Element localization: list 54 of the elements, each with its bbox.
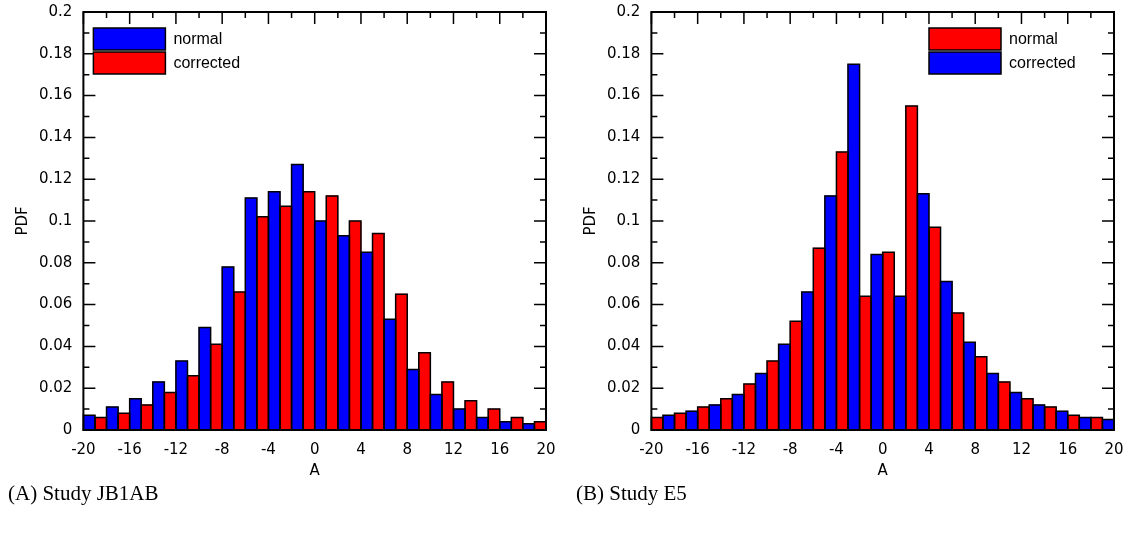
- y-tick-label: 0.08: [38, 252, 73, 271]
- y-tick-label: 0.1: [616, 210, 641, 229]
- legend-label: normal: [173, 30, 223, 48]
- x-tick-label: -20: [71, 439, 96, 458]
- x-tick-label: 12: [1011, 439, 1032, 458]
- x-axis-title: A: [309, 460, 321, 479]
- y-tick-label: 0.1: [48, 210, 73, 229]
- y-tick-label: 0.06: [38, 294, 73, 313]
- x-tick-label: 20: [1104, 439, 1124, 458]
- y-axis-title: PDF: [580, 206, 599, 236]
- x-tick-label: 8: [402, 439, 412, 458]
- legend-label: normal: [1009, 30, 1058, 48]
- y-tick-label: 0.02: [606, 378, 641, 397]
- y-tick-label: 0.04: [38, 336, 73, 355]
- x-tick-label: 16: [1058, 439, 1078, 458]
- x-tick-label: -8: [214, 439, 230, 458]
- y-tick-label: 0: [630, 419, 641, 438]
- x-tick-label: -4: [828, 439, 844, 458]
- legend-label: corrected: [1009, 54, 1076, 72]
- y-tick-label: 0.02: [38, 378, 73, 397]
- y-tick-label: 0.2: [48, 1, 73, 20]
- y-tick-label: 0.06: [606, 294, 641, 313]
- x-tick-label: 12: [443, 439, 464, 458]
- y-tick-label: 0.12: [38, 169, 73, 188]
- y-tick-label: 0.16: [606, 85, 641, 104]
- y-tick-label: 0.18: [38, 43, 73, 62]
- x-tick-label: -16: [685, 439, 710, 458]
- y-tick-label: 0.2: [616, 1, 641, 20]
- x-tick-label: -8: [782, 439, 798, 458]
- x-tick-label: 4: [924, 439, 934, 458]
- y-tick-label: 0.12: [606, 169, 641, 188]
- x-tick-label: 4: [356, 439, 366, 458]
- text: (A) Study JB1AB: [8, 480, 160, 506]
- x-tick-label: 0: [877, 439, 888, 458]
- y-tick-label: 0.14: [38, 127, 73, 146]
- y-tick-label: 0.04: [606, 336, 641, 355]
- y-tick-label: 0.08: [606, 252, 641, 271]
- x-tick-label: 8: [970, 439, 980, 458]
- x-tick-label: -16: [117, 439, 142, 458]
- x-tick-label: -12: [731, 439, 757, 458]
- x-axis-title: A: [877, 460, 889, 479]
- y-tick-label: 0.14: [606, 127, 641, 146]
- x-tick-label: -20: [639, 439, 664, 458]
- x-tick-label: -12: [163, 439, 189, 458]
- y-tick-label: 0: [62, 419, 73, 438]
- y-tick-label: 0.16: [38, 85, 73, 104]
- y-axis-title: PDF: [12, 206, 31, 236]
- y-tick-label: 0.18: [606, 43, 641, 62]
- text: (B) Study E5: [576, 480, 688, 506]
- legend-label: corrected: [173, 54, 241, 72]
- x-tick-label: 0: [309, 439, 320, 458]
- x-tick-label: 16: [490, 439, 510, 458]
- x-tick-label: -4: [260, 439, 276, 458]
- x-tick-label: 20: [536, 439, 556, 458]
